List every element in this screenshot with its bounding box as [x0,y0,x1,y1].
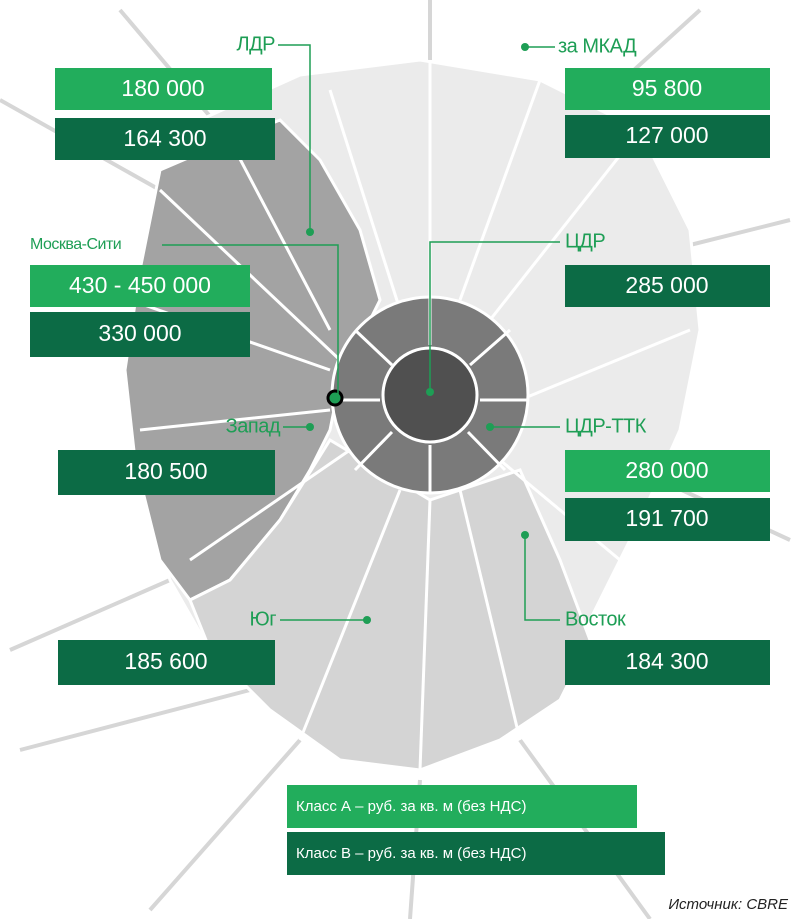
region-label: ЦДР-ТТК [565,415,647,437]
class-b-value: 164 300 [123,125,206,151]
box-a [565,450,770,492]
class-b-value: 191 700 [625,505,708,531]
leaders [162,43,560,624]
region-label: Запад [226,415,281,437]
box-a [565,68,770,110]
class-b-value: 185 600 [124,648,207,674]
region-label: Москва-Сити [30,236,121,253]
class-b-value: 180 500 [124,458,207,484]
legend-class-b: Класс В – руб. за кв. м (без НДС) [296,845,526,862]
region-label: ЦДР [565,230,605,252]
legend-box-a [287,785,637,828]
class-b-value: 184 300 [625,648,708,674]
box-b [58,450,275,495]
box-a [55,68,272,110]
labels: ЛДР 180 000 164 300 за МКАД 95 800 127 0… [30,33,770,685]
class-b-value: 285 000 [625,272,708,298]
class-b-value: 330 000 [98,320,181,346]
box-b [30,312,250,357]
class-a-value: 95 800 [632,75,702,101]
legend-box-b [287,832,665,875]
box-b [565,115,770,158]
box-b [55,118,275,160]
box-b [565,640,770,685]
region-label: Юг [250,608,277,630]
box-a [30,265,250,307]
source: Источник: CBRE [668,896,789,913]
box-b [565,265,770,307]
legend-class-a: Класс А – руб. за кв. м (без НДС) [296,798,526,815]
class-a-value: 280 000 [625,457,708,483]
class-a-value: 430 - 450 000 [69,272,211,298]
box-b [58,640,275,685]
class-b-value: 127 000 [625,122,708,148]
region-label: за МКАД [558,35,637,57]
box-b [565,498,770,541]
region-label: Восток [565,608,626,630]
region-label: ЛДР [236,33,275,55]
legend: Класс А – руб. за кв. м (без НДС) Класс … [287,785,665,875]
class-a-value: 180 000 [121,75,204,101]
